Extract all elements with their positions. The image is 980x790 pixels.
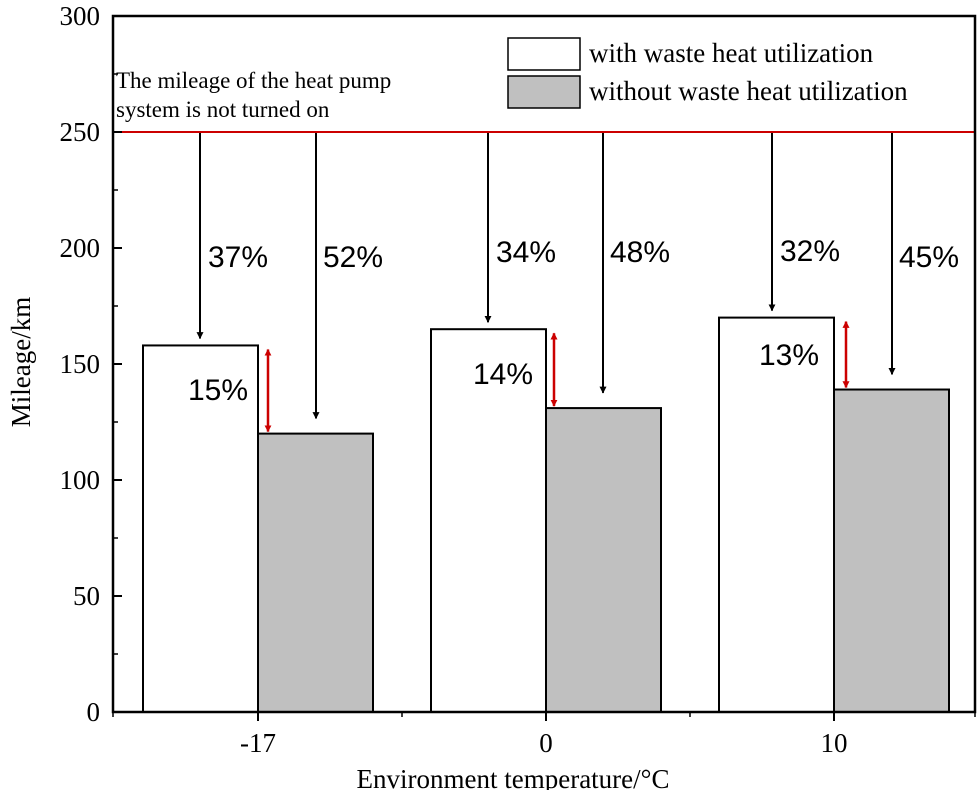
legend-entry: without waste heat utilization (589, 76, 908, 106)
y-tick-label: 100 (60, 465, 101, 495)
y-tick-label: 50 (73, 581, 100, 611)
drop-percent-label: 37% (208, 241, 268, 274)
x-tick-label: 0 (539, 728, 553, 758)
drop-percent-label: 52% (323, 241, 383, 274)
y-tick-label: 300 (60, 1, 101, 31)
y-tick-label: 150 (60, 349, 101, 379)
y-tick-label: 200 (60, 233, 101, 263)
reference-line-label: system is not turned on (116, 97, 330, 122)
reference-line-label: The mileage of the heat pump (116, 68, 391, 93)
drop-percent-label: 32% (780, 235, 840, 268)
bar-without-waste-heat (545, 407, 662, 713)
bar-with-waste-heat (142, 344, 259, 713)
bar-without-waste-heat (833, 388, 950, 713)
drop-percent-label: 48% (610, 236, 670, 269)
legend: with waste heat utilization without waste… (507, 37, 908, 109)
bar-with-waste-heat (430, 328, 547, 713)
legend-swatch (507, 75, 581, 109)
difference-percent-label: 13% (759, 339, 819, 372)
drop-percent-label: 45% (899, 241, 959, 274)
difference-percent-label: 14% (473, 358, 533, 391)
y-axis-label: Mileage/km (6, 297, 36, 427)
legend-entry: with waste heat utilization (589, 38, 874, 68)
drop-percent-label: 34% (496, 236, 556, 269)
difference-percent-label: 15% (188, 374, 248, 407)
bar-with-waste-heat (718, 316, 835, 713)
x-tick-label: -17 (240, 728, 276, 758)
bar-without-waste-heat (257, 432, 374, 713)
legend-swatch (507, 37, 581, 71)
y-tick-label: 250 (60, 117, 101, 147)
x-tick-label: 10 (821, 728, 848, 758)
y-tick-label: 0 (87, 697, 101, 727)
x-axis-label: Environment temperature/°C (357, 764, 670, 790)
